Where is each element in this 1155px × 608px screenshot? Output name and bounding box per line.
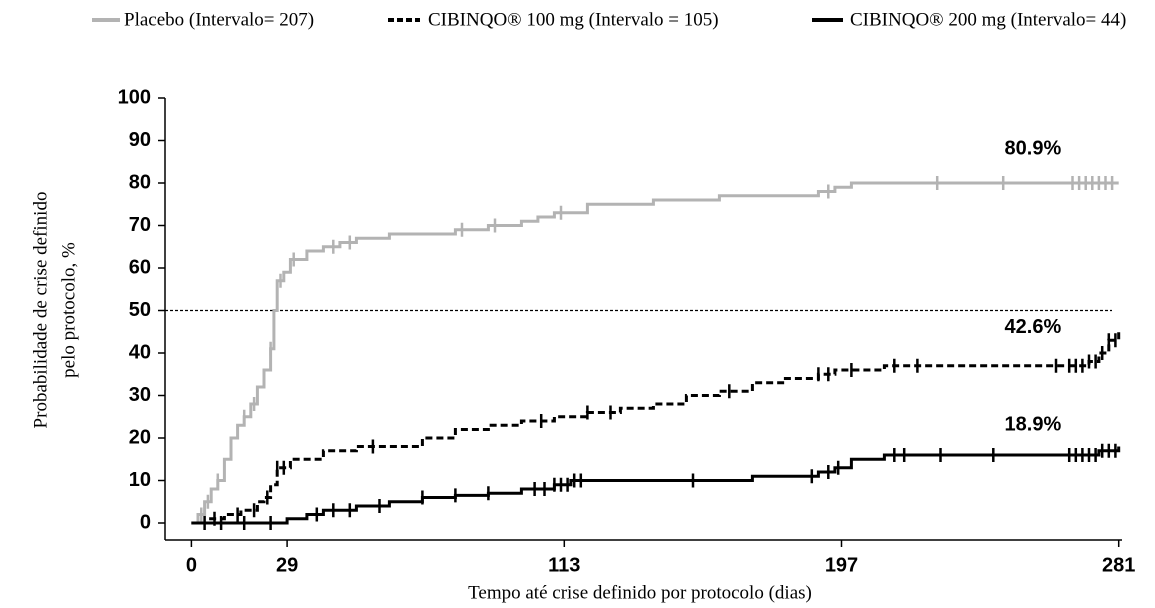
y-tick-label: 20 [129,426,151,448]
x-tick-label: 197 [825,554,858,576]
x-tick-label: 281 [1102,554,1135,576]
y-tick-label: 50 [129,299,151,321]
x-tick-label: 0 [186,554,197,576]
x-axis-title: Tempo até crise definido por protocolo (… [468,582,812,603]
y-tick-label: 90 [129,129,151,151]
y-tick-label: 70 [129,214,151,236]
y-tick-label: 40 [129,341,151,363]
y-tick-label: 30 [129,384,151,406]
legend-label: CIBINQO® 200 mg (Intervalo= 44) [850,9,1126,30]
step-line [191,181,1119,525]
legend-label: Placebo (Intervalo= 207) [124,9,314,30]
end-label: 80.9% [1005,137,1062,159]
step-line [191,329,1121,525]
end-label: 42.6% [1005,316,1062,338]
x-tick-label: 29 [276,554,298,576]
y-axis-title: pelo protocolo, % [58,242,79,378]
y-axis-title: Probabilidade de crise definido [30,192,51,429]
y-tick-label: 60 [129,256,151,278]
step-line [191,446,1121,525]
y-tick-label: 80 [129,171,151,193]
y-tick-label: 100 [118,86,151,108]
legend-label: CIBINQO® 100 mg (Intervalo = 105) [428,9,719,30]
end-label: 18.9% [1005,414,1062,436]
x-tick-label: 113 [548,554,580,576]
y-tick-label: 10 [129,469,151,491]
y-tick-label: 0 [140,511,151,533]
